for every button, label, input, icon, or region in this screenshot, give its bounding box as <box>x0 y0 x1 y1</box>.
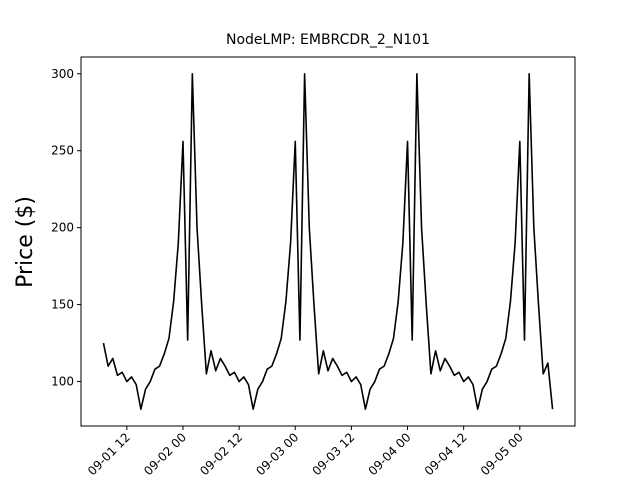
x-tick-label: 09-02 12 <box>197 430 245 478</box>
x-tick-label: 09-01 12 <box>85 430 133 478</box>
x-tick-label: 09-04 00 <box>366 430 414 478</box>
y-tick-label: 200 <box>51 221 74 235</box>
y-axis-label: Price ($) <box>13 196 38 288</box>
y-tick-label: 150 <box>51 298 74 312</box>
x-tick-label: 09-04 12 <box>422 430 470 478</box>
x-tick-label: 09-02 00 <box>141 430 189 478</box>
x-tick-label: 09-03 12 <box>309 430 357 478</box>
chart-title: NodeLMP: EMBRCDR_2_N101 <box>226 32 430 48</box>
line-series <box>102 72 554 411</box>
x-tick-label: 09-03 00 <box>253 430 301 478</box>
plot-frame <box>80 56 576 427</box>
x-tick-label: 09-05 00 <box>478 430 526 478</box>
y-tick-label: 100 <box>51 375 74 389</box>
y-tick-label: 250 <box>51 144 74 158</box>
y-tick-label: 300 <box>51 67 74 81</box>
